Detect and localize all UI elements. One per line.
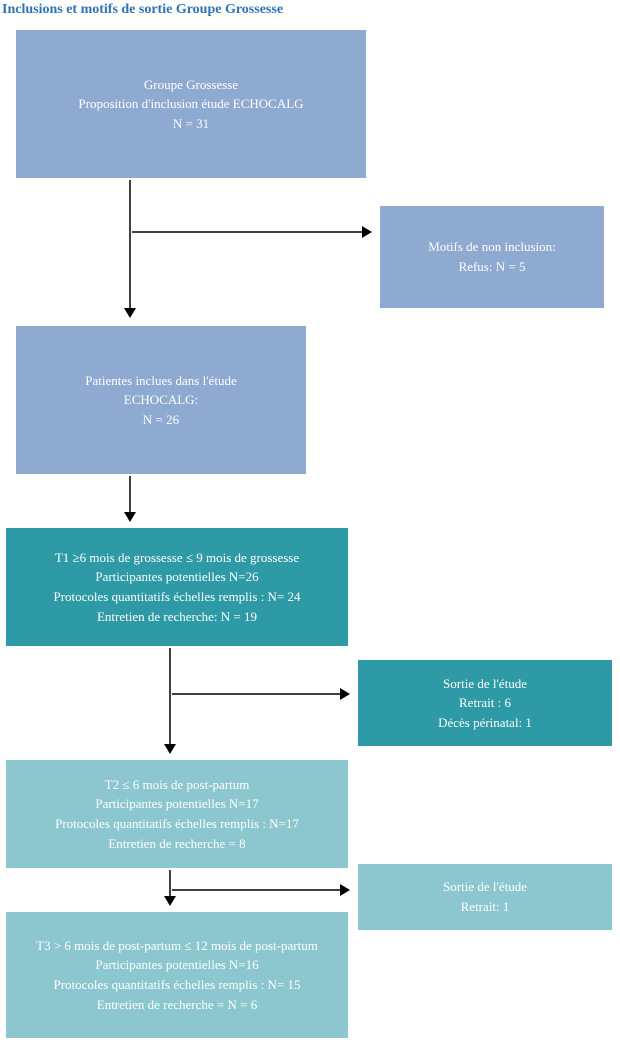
- box-t2-line2: Participantes potentielles N=17: [95, 795, 258, 813]
- arrow-a4-right: [162, 880, 360, 900]
- box-t2: T2 ≤ 6 mois de post-partum Participantes…: [6, 760, 348, 868]
- arrow-a1-right: [122, 222, 382, 242]
- box-exit2-line2: Retrait: 1: [461, 898, 510, 916]
- box-exit1: Sortie de l'étude Retrait : 6 Décès péri…: [358, 660, 612, 746]
- box-t3-line2: Participantes potentielles N=16: [95, 956, 258, 974]
- box-noninclusion: Motifs de non inclusion: Refus: N = 5: [380, 206, 604, 308]
- page-title: Inclusions et motifs de sortie Groupe Gr…: [2, 2, 283, 18]
- box-included-line3: N = 26: [143, 411, 179, 429]
- box-t1-line4: Entretien de recherche: N = 19: [97, 608, 257, 626]
- box-exit2-line1: Sortie de l'étude: [443, 878, 527, 896]
- arrow-a1-down: [120, 170, 140, 328]
- box-proposal: Groupe Grossesse Proposition d'inclusion…: [16, 30, 366, 178]
- box-included-line2: ECHOCALG:: [124, 391, 198, 409]
- box-proposal-line2: Proposition d'inclusion étude ECHOCALG: [78, 95, 303, 113]
- box-t3-line4: Entretien de recherche = N = 6: [97, 996, 257, 1014]
- arrow-a3-right: [162, 684, 360, 704]
- box-t1: T1 ≥6 mois de grossesse ≤ 9 mois de gros…: [6, 528, 348, 646]
- box-included: Patientes inclues dans l'étude ECHOCALG:…: [16, 326, 306, 474]
- box-proposal-line1: Groupe Grossesse: [144, 76, 238, 94]
- arrow-a2-down: [120, 466, 140, 532]
- box-exit2: Sortie de l'étude Retrait: 1: [358, 864, 612, 930]
- box-t1-line2: Participantes potentielles N=26: [95, 568, 258, 586]
- box-t3-line3: Protocoles quantitatifs échelles remplis…: [53, 976, 300, 994]
- box-noninclusion-line1: Motifs de non inclusion:: [428, 238, 555, 256]
- box-t3-line1: T3 > 6 mois de post-partum ≤ 12 mois de …: [36, 937, 318, 955]
- box-t1-line1: T1 ≥6 mois de grossesse ≤ 9 mois de gros…: [55, 549, 299, 567]
- box-t2-line4: Entretien de recherche = 8: [108, 835, 245, 853]
- box-t3: T3 > 6 mois de post-partum ≤ 12 mois de …: [6, 912, 348, 1038]
- box-included-line1: Patientes inclues dans l'étude: [85, 372, 236, 390]
- box-proposal-line3: N = 31: [173, 115, 209, 133]
- box-exit1-line2: Retrait : 6: [459, 694, 511, 712]
- box-exit1-line3: Décès périnatal: 1: [438, 714, 532, 732]
- box-t1-line3: Protocoles quantitatifs échelles remplis…: [53, 588, 300, 606]
- box-t2-line1: T2 ≤ 6 mois de post-partum: [105, 776, 250, 794]
- box-exit1-line1: Sortie de l'étude: [443, 675, 527, 693]
- box-noninclusion-line2: Refus: N = 5: [459, 258, 526, 276]
- box-t2-line3: Protocoles quantitatifs échelles remplis…: [55, 815, 299, 833]
